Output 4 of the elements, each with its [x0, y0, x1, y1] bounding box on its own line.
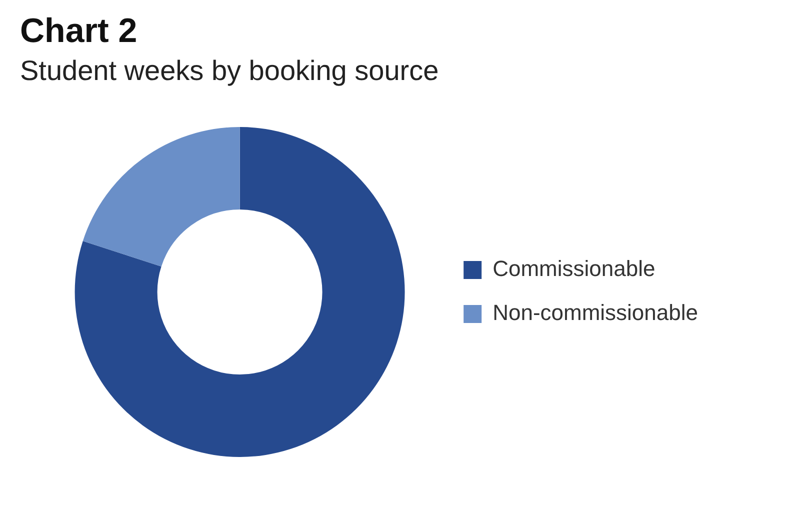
chart-title: Chart 2	[20, 12, 138, 51]
chart-subtitle: Student weeks by booking source	[20, 55, 440, 87]
legend-label: Non-commissionable	[492, 300, 698, 326]
legend-label: Commissionable	[492, 256, 656, 282]
